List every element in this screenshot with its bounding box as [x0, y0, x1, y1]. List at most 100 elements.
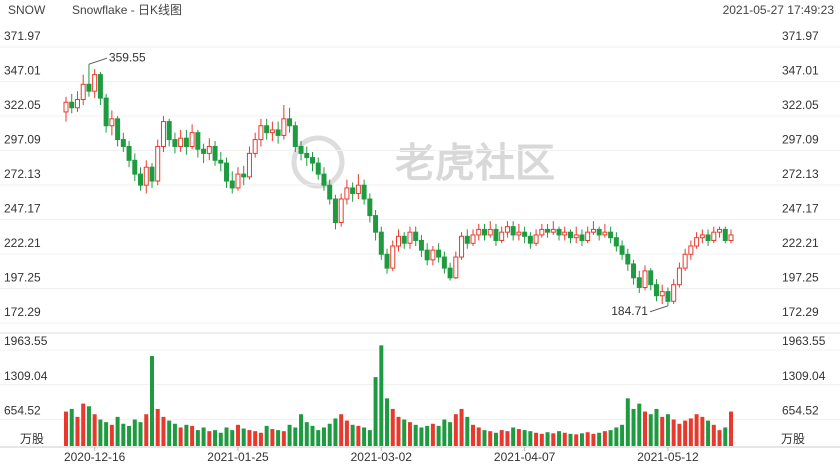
y-tick-label: 347.01	[4, 64, 41, 78]
candle-body	[97, 74, 103, 99]
candle-body	[413, 231, 419, 241]
volume-bar	[390, 408, 395, 446]
volume-bar	[155, 408, 160, 446]
candle-body	[653, 284, 659, 297]
candle-body	[459, 235, 465, 258]
volume-bar	[172, 423, 177, 446]
volume-bar	[654, 408, 659, 446]
candle-body	[212, 145, 218, 161]
volume-bar	[482, 430, 487, 446]
candle-body	[550, 228, 556, 233]
volume-bar	[631, 408, 636, 446]
volume-bar	[614, 427, 619, 446]
volume-bar	[574, 434, 579, 446]
y-tick-label: 371.97	[4, 29, 41, 43]
annotation: 359.55	[109, 50, 146, 64]
volume-unit: 万股	[20, 432, 44, 446]
volume-bar	[476, 427, 481, 446]
candle-body	[218, 159, 224, 164]
timestamp: 2021-05-27 17:49:23	[723, 3, 835, 17]
candle-body	[682, 253, 688, 269]
candle-body	[481, 228, 487, 236]
volume-bar	[568, 433, 573, 446]
volume-bar	[281, 431, 286, 446]
volume-bar	[98, 419, 103, 446]
y-tick-label: 247.17	[4, 202, 41, 216]
candle-body	[172, 139, 178, 147]
volume-bar	[104, 422, 109, 446]
annotation: 184.71	[611, 304, 648, 318]
volume-bar	[235, 424, 240, 446]
volume-bar	[218, 432, 223, 446]
volume-tick-label: 654.52	[782, 404, 819, 418]
candle-body	[103, 97, 109, 127]
volume-bar	[115, 416, 120, 446]
volume-bar	[299, 414, 304, 446]
volume-bar	[419, 427, 424, 446]
candle-body	[441, 256, 447, 269]
y-tick-label: 322.05	[4, 98, 41, 112]
candle-body	[229, 180, 235, 189]
candle-body	[298, 145, 304, 154]
volume-bar	[184, 424, 189, 446]
candle-body	[126, 145, 132, 161]
candle-body	[631, 263, 637, 279]
volume-bar	[579, 433, 584, 446]
candle-body	[470, 234, 476, 244]
candle-body	[275, 129, 281, 136]
volume-bar	[241, 428, 246, 446]
y-tick-label: 371.97	[782, 29, 819, 43]
y-tick-label: 272.13	[782, 167, 819, 181]
volume-bar	[591, 433, 596, 446]
x-tick-label: 2021-04-07	[494, 450, 556, 464]
candle-body	[109, 118, 115, 127]
candle-body	[430, 249, 436, 261]
candle-body	[418, 239, 424, 251]
volume-bar	[585, 432, 590, 446]
candle-body	[717, 228, 723, 233]
candle-body	[384, 253, 390, 269]
candle-body	[608, 231, 614, 239]
volume-bar	[448, 422, 453, 446]
volume-bar	[344, 420, 349, 446]
volume-bar	[407, 422, 412, 446]
candle-body	[493, 228, 499, 241]
volume-bar	[539, 433, 544, 446]
volume-bar	[551, 433, 556, 446]
watermark-icon	[291, 135, 345, 189]
volume-bar	[316, 430, 321, 446]
candle-body	[699, 234, 705, 239]
volume-bar	[402, 419, 407, 446]
volume-bar	[270, 429, 275, 446]
candle-body	[361, 184, 367, 200]
candle-body	[155, 145, 161, 182]
candle-body	[269, 129, 275, 134]
candle-body	[138, 173, 144, 186]
volume-bar	[304, 422, 309, 446]
volume-bar	[711, 424, 716, 446]
volume-bar	[545, 432, 550, 446]
volume-bar	[247, 430, 252, 446]
volume-bar	[253, 431, 258, 446]
volume-bar	[287, 424, 292, 446]
candle-body	[69, 101, 75, 109]
volume-bar	[75, 416, 80, 446]
volume-bar	[385, 398, 390, 446]
candle-body	[504, 226, 510, 233]
y-tick-label: 197.25	[782, 271, 819, 285]
candle-body	[378, 231, 384, 255]
volume-bar	[362, 427, 367, 446]
volume-bar	[425, 425, 430, 446]
candle-body	[453, 256, 459, 279]
volume-bar	[717, 430, 722, 446]
candle-body	[665, 291, 671, 302]
volume-bar	[127, 425, 132, 446]
candle-body	[206, 145, 212, 154]
volume-bar	[276, 430, 281, 446]
candle-body	[315, 162, 321, 175]
volume-bar	[729, 411, 733, 446]
volume-bar	[511, 427, 516, 446]
candle-body	[728, 234, 734, 241]
candle-body	[522, 231, 528, 237]
